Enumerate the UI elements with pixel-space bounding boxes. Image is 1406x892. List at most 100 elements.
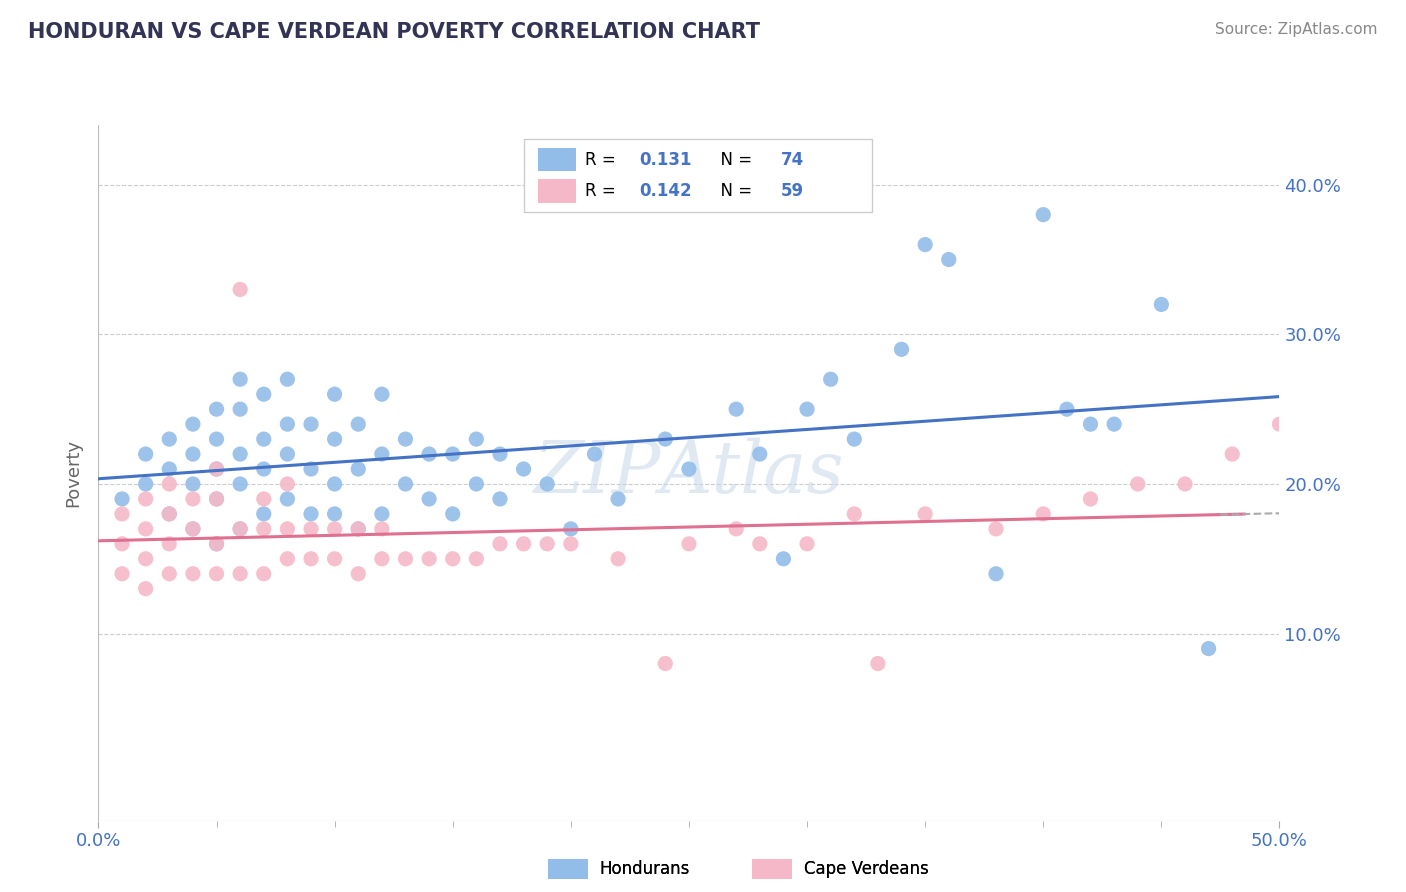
Text: Hondurans: Hondurans — [599, 860, 689, 878]
Point — [914, 507, 936, 521]
Point — [560, 537, 582, 551]
Text: 74: 74 — [782, 151, 804, 169]
Point — [560, 522, 582, 536]
FancyBboxPatch shape — [537, 179, 575, 202]
Point — [347, 522, 370, 536]
Text: 0.142: 0.142 — [640, 182, 692, 200]
Point — [418, 447, 440, 461]
Point — [725, 522, 748, 536]
Point — [748, 447, 770, 461]
Point — [1268, 417, 1291, 431]
Point — [181, 522, 204, 536]
Point — [323, 477, 346, 491]
Point — [181, 417, 204, 431]
Point — [253, 432, 276, 446]
Point — [465, 551, 488, 566]
Text: N =: N = — [710, 151, 758, 169]
Point — [229, 372, 252, 386]
Point — [465, 477, 488, 491]
Point — [441, 507, 464, 521]
Point — [371, 551, 394, 566]
Point — [276, 477, 298, 491]
Point — [157, 432, 180, 446]
Point — [441, 447, 464, 461]
Point — [725, 402, 748, 417]
Point — [1102, 417, 1125, 431]
FancyBboxPatch shape — [537, 148, 575, 171]
Point — [371, 387, 394, 401]
Point — [111, 537, 134, 551]
Point — [157, 507, 180, 521]
Point — [536, 537, 558, 551]
Point — [181, 477, 204, 491]
Point — [984, 566, 1007, 581]
Point — [276, 372, 298, 386]
Point — [135, 551, 157, 566]
Point — [748, 537, 770, 551]
Point — [512, 537, 534, 551]
Point — [1032, 507, 1054, 521]
Point — [984, 522, 1007, 536]
Point — [323, 432, 346, 446]
Point — [489, 491, 512, 506]
Point — [111, 491, 134, 506]
Point — [135, 491, 157, 506]
Point — [135, 477, 157, 491]
Point — [866, 657, 889, 671]
Text: 0.131: 0.131 — [640, 151, 692, 169]
Point — [135, 522, 157, 536]
Point — [654, 432, 676, 446]
Point — [772, 551, 794, 566]
Point — [181, 491, 204, 506]
Point — [253, 507, 276, 521]
Text: Cape Verdeans: Cape Verdeans — [804, 860, 929, 878]
Point — [1220, 447, 1243, 461]
Point — [583, 447, 606, 461]
Point — [1198, 641, 1220, 656]
Point — [299, 507, 322, 521]
Point — [253, 566, 276, 581]
Point — [371, 522, 394, 536]
Text: N =: N = — [710, 182, 758, 200]
Point — [299, 462, 322, 476]
Point — [347, 522, 370, 536]
Point — [181, 522, 204, 536]
Point — [1032, 208, 1054, 222]
Point — [276, 491, 298, 506]
Point — [418, 491, 440, 506]
Point — [299, 417, 322, 431]
Point — [489, 537, 512, 551]
Point — [157, 462, 180, 476]
Point — [253, 387, 276, 401]
Point — [418, 551, 440, 566]
Point — [181, 447, 204, 461]
Text: ZIP​Atlas: ZIP​Atlas — [534, 437, 844, 508]
Point — [276, 447, 298, 461]
Point — [607, 491, 630, 506]
Point — [796, 537, 818, 551]
Point — [205, 491, 228, 506]
Point — [276, 522, 298, 536]
Point — [489, 447, 512, 461]
Point — [394, 477, 416, 491]
Point — [678, 537, 700, 551]
Point — [157, 507, 180, 521]
Point — [229, 522, 252, 536]
Point — [394, 432, 416, 446]
Point — [205, 537, 228, 551]
Point — [371, 447, 394, 461]
Point — [229, 522, 252, 536]
Point — [914, 237, 936, 252]
Point — [205, 432, 228, 446]
Text: R =: R = — [585, 182, 621, 200]
Point — [276, 551, 298, 566]
Bar — [548, 859, 588, 879]
Point — [205, 491, 228, 506]
Point — [229, 283, 252, 297]
Point — [229, 402, 252, 417]
Point — [1126, 477, 1149, 491]
Point — [205, 537, 228, 551]
Point — [347, 566, 370, 581]
Point — [229, 477, 252, 491]
Point — [157, 477, 180, 491]
